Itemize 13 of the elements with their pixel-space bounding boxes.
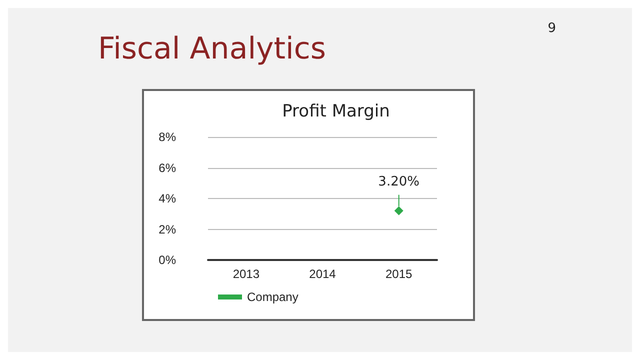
legend-label: Company — [247, 290, 298, 304]
y-tick-label: 6% — [158, 160, 176, 175]
y-tick-label: 8% — [158, 130, 176, 144]
x-tick-label: 2015 — [385, 267, 413, 281]
x-tick-label: 2014 — [309, 267, 336, 281]
chart-title: Profit Margin — [282, 102, 390, 122]
data-label: 3.20% — [378, 174, 420, 190]
y-tick-label: 4% — [158, 192, 176, 206]
x-tick-label: 2013 — [232, 267, 260, 281]
y-tick-label: 2% — [158, 222, 176, 236]
text: 9 — [548, 21, 556, 36]
y-tick-label: 0% — [158, 253, 176, 267]
text: Fiscal Analytics — [98, 32, 326, 66]
